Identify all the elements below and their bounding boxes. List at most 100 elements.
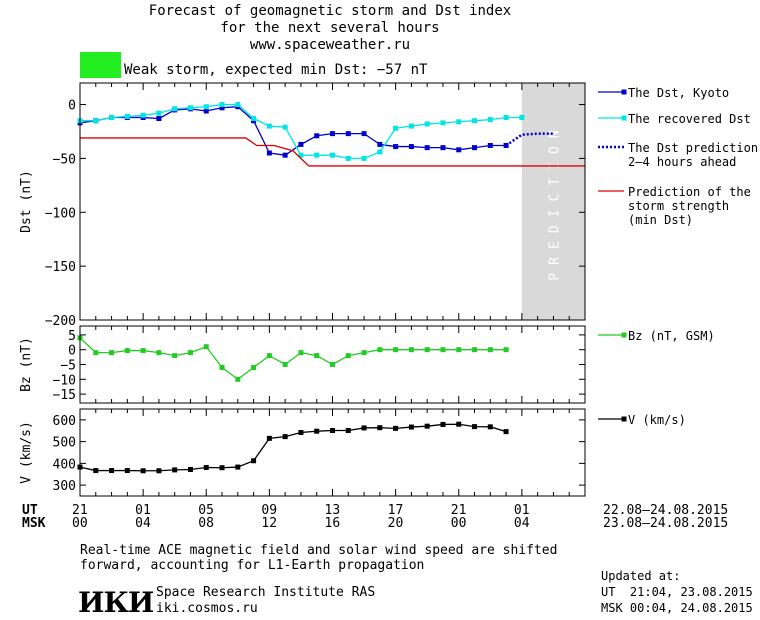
ytick-label: −15 bbox=[53, 388, 76, 403]
data-point bbox=[424, 145, 430, 151]
data-point bbox=[487, 117, 493, 123]
series-line bbox=[505, 132, 554, 147]
site-link[interactable]: www.spaceweather.ru bbox=[249, 37, 411, 53]
series-line bbox=[79, 106, 507, 156]
data-point bbox=[156, 116, 162, 122]
data-point bbox=[93, 350, 99, 356]
data-point bbox=[345, 155, 351, 161]
data-point bbox=[314, 428, 320, 434]
time-tick-label: 21 bbox=[72, 503, 88, 518]
legend-recovered-dst: The recovered Dst bbox=[628, 112, 751, 126]
data-point bbox=[456, 147, 462, 153]
data-point bbox=[361, 425, 367, 431]
data-point bbox=[330, 428, 335, 434]
data-point bbox=[487, 347, 493, 353]
data-point bbox=[393, 125, 399, 131]
data-point bbox=[266, 123, 272, 129]
ytick-label: 5 bbox=[68, 329, 76, 344]
data-point bbox=[472, 145, 478, 151]
data-point bbox=[440, 421, 446, 427]
data-point bbox=[393, 144, 399, 150]
data-point bbox=[456, 119, 462, 125]
data-point bbox=[203, 108, 209, 114]
data-point bbox=[298, 141, 304, 147]
ytick-label: 600 bbox=[53, 414, 76, 429]
data-point bbox=[408, 144, 414, 150]
ylabel-2: V (km/s) bbox=[19, 421, 34, 484]
data-point bbox=[124, 468, 130, 474]
series-line bbox=[79, 337, 507, 381]
updated-label: Updated at: bbox=[601, 569, 681, 583]
data-point bbox=[282, 152, 288, 158]
data-point bbox=[298, 350, 304, 356]
panel-0: PREDICTION 0 −50 −100 −150 −200 Dst (nT) bbox=[19, 82, 586, 329]
data-point bbox=[93, 118, 99, 124]
data-point bbox=[187, 350, 193, 356]
data-point bbox=[282, 434, 288, 440]
footer-note-line1: Real-time ACE magnetic field and solar w… bbox=[80, 543, 558, 558]
data-point bbox=[282, 362, 288, 367]
institute-site-link[interactable]: iki.cosmos.ru bbox=[156, 601, 258, 616]
ytick-label: −200 bbox=[45, 314, 76, 329]
data-point bbox=[203, 104, 209, 110]
time-tick-label: 09 bbox=[261, 503, 278, 518]
time-tick-label: 01 bbox=[513, 503, 530, 518]
data-point bbox=[345, 428, 351, 434]
footer-note-line2: forward, accounting for L1-Earth propaga… bbox=[80, 558, 425, 573]
data-point bbox=[235, 102, 241, 108]
data-point bbox=[361, 155, 367, 161]
data-point bbox=[187, 105, 193, 111]
ytick-label: 400 bbox=[53, 457, 76, 472]
series-line bbox=[79, 423, 507, 472]
data-point bbox=[219, 364, 225, 370]
time-tick-label: 04 bbox=[513, 516, 530, 531]
institute-name: Space Research Institute RAS bbox=[156, 585, 376, 600]
ytick-label: −10 bbox=[53, 373, 76, 388]
time-tick-label: 08 bbox=[198, 516, 214, 531]
data-point bbox=[298, 152, 304, 158]
data-point bbox=[345, 353, 351, 359]
ytick-label: −50 bbox=[53, 152, 76, 167]
data-point bbox=[408, 424, 414, 430]
data-point bbox=[219, 102, 225, 108]
data-point bbox=[156, 350, 162, 356]
data-point bbox=[282, 124, 288, 130]
data-point bbox=[377, 347, 383, 353]
data-point bbox=[251, 458, 257, 464]
data-point bbox=[187, 466, 193, 472]
data-point bbox=[109, 114, 115, 120]
ytick-label: −100 bbox=[45, 206, 76, 221]
data-point bbox=[156, 110, 162, 116]
ut-axis-label: UT bbox=[22, 503, 38, 518]
data-point bbox=[266, 150, 272, 156]
data-point bbox=[472, 118, 478, 124]
data-point bbox=[487, 142, 493, 148]
data-point bbox=[219, 105, 225, 111]
legend-velocity: V (km/s) bbox=[628, 413, 686, 427]
updated-ut: UT 21:04, 23.08.2015 bbox=[601, 585, 753, 599]
data-point bbox=[235, 376, 241, 382]
data-point bbox=[266, 353, 272, 359]
data-point bbox=[314, 133, 320, 139]
msk-date-range: 23.08–24.08.2015 bbox=[603, 516, 729, 531]
data-point bbox=[424, 347, 430, 353]
data-point bbox=[440, 120, 446, 126]
data-point bbox=[156, 468, 162, 474]
data-point bbox=[503, 429, 509, 435]
data-point bbox=[235, 464, 241, 470]
time-tick-label: 12 bbox=[261, 516, 278, 531]
data-point bbox=[124, 348, 130, 354]
legend-dst-prediction: The Dst prediction 2–4 hours ahead bbox=[628, 141, 759, 169]
legend-marker bbox=[621, 332, 627, 338]
data-point bbox=[377, 425, 383, 431]
ytick-label: 300 bbox=[53, 479, 76, 494]
time-tick-label: 04 bbox=[135, 516, 151, 531]
ytick-label: 500 bbox=[53, 436, 76, 451]
data-point bbox=[377, 149, 383, 155]
data-point bbox=[440, 145, 446, 151]
storm-level-swatch bbox=[80, 52, 121, 78]
data-point bbox=[503, 347, 509, 353]
storm-level-label: Weak storm, expected min Dst: −57 nT bbox=[124, 62, 428, 78]
data-point bbox=[424, 121, 430, 127]
iki-logo: ИКИ bbox=[78, 586, 154, 619]
